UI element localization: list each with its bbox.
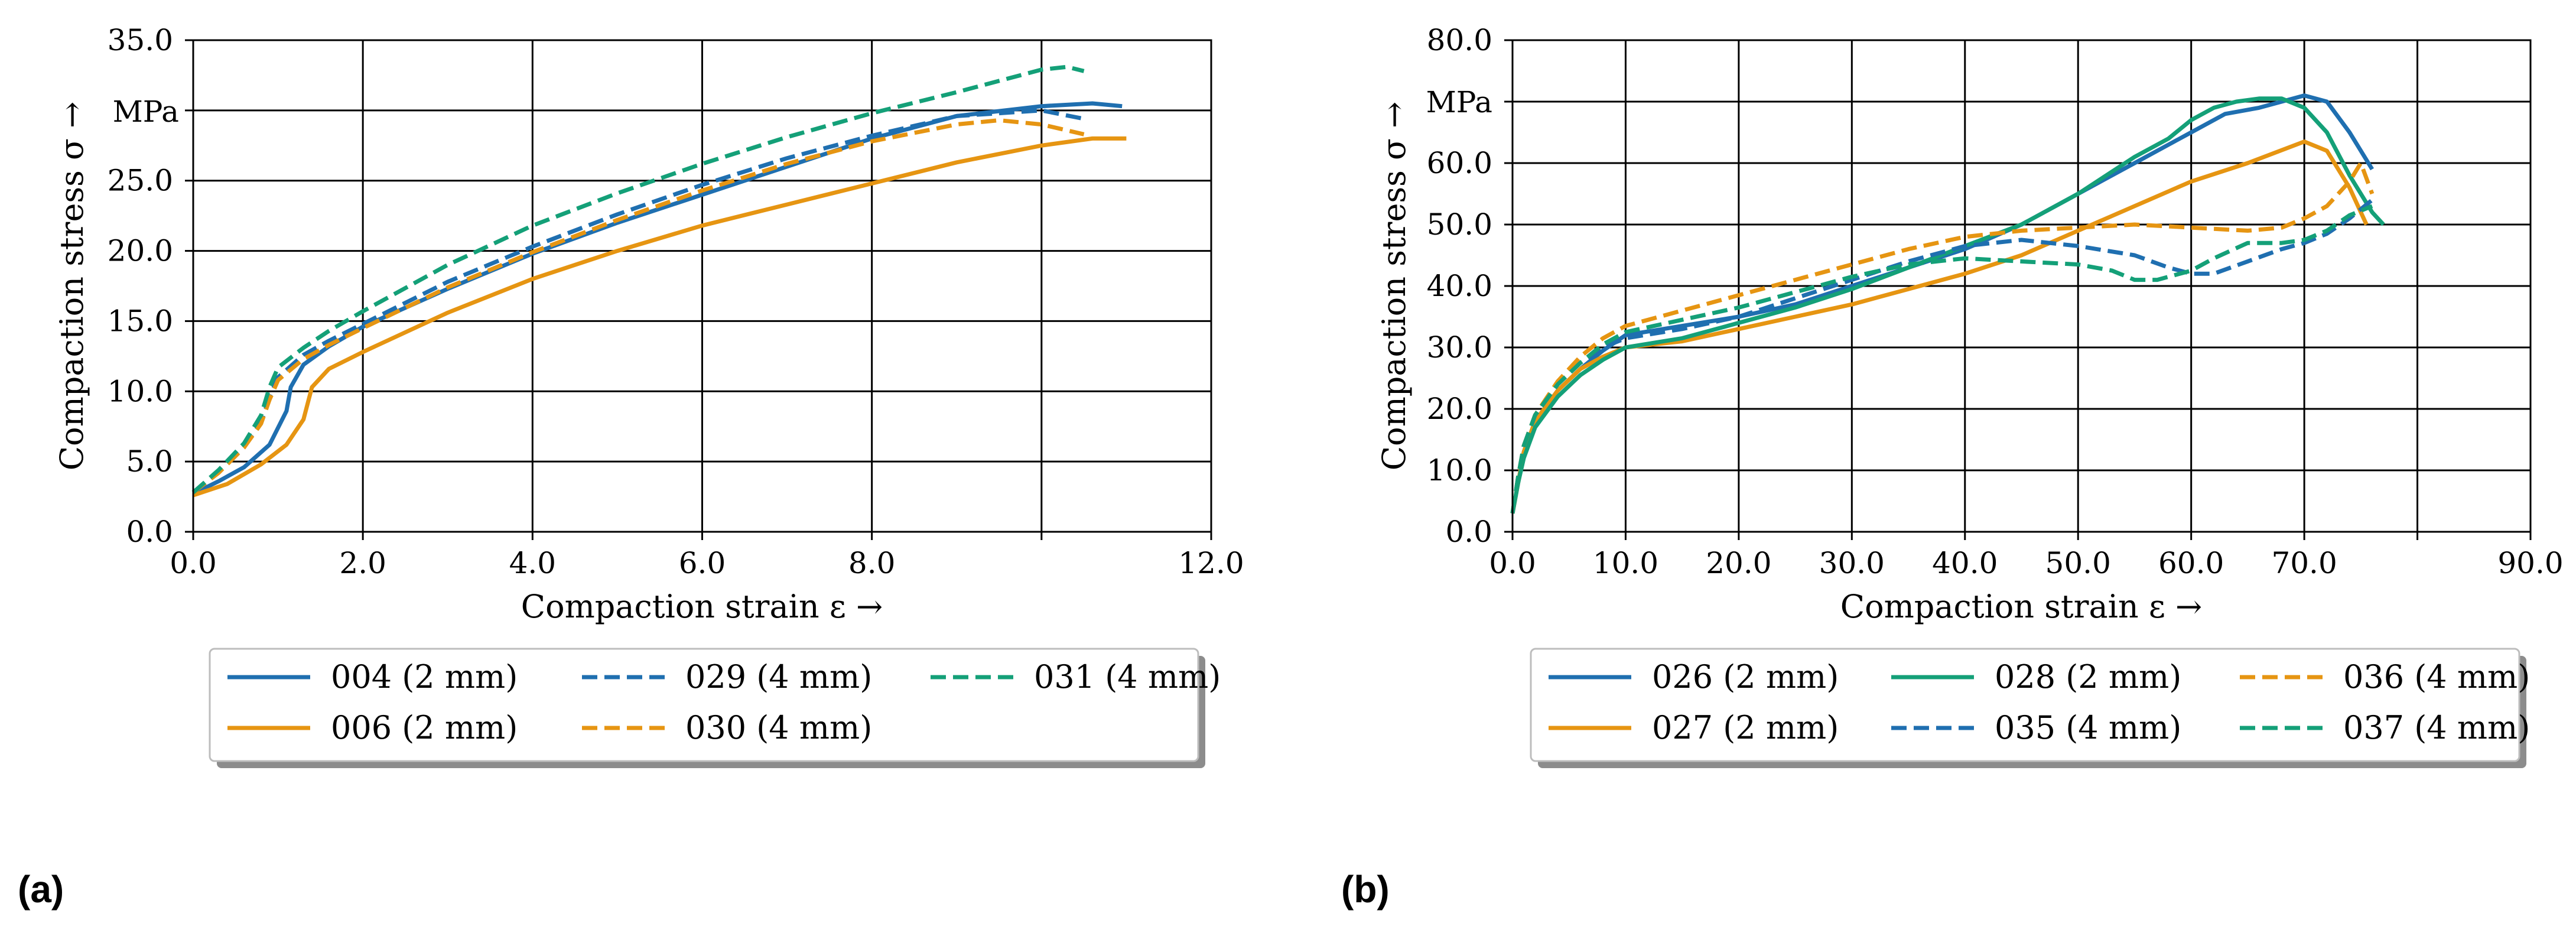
- tick-labels-b: 0.0 10.0 20.0 30.0 40.0 50.0 60.0 70.0 90.0 0.0 10…: [1427, 23, 2564, 580]
- yaxis-label-b: Compaction stress σ →: [1375, 102, 1413, 471]
- x-tick-label: 8.0: [848, 546, 896, 580]
- legend-label: 030 (4 mm): [685, 709, 872, 746]
- legend-label: 028 (2 mm): [1995, 658, 2181, 695]
- x-tick-label: 4.0: [509, 546, 557, 580]
- series-line-036: [1510, 161, 2375, 514]
- xaxis-label-a: Compaction strain ε →: [521, 588, 883, 625]
- x-tick-label: 6.0: [679, 546, 726, 580]
- y-tick-label: 80.0: [1427, 23, 1492, 57]
- yaxis-label-a: Compaction stress σ →: [53, 102, 90, 471]
- legend-b: 026 (2 mm) 027 (2 mm) 028 (2 mm) 035 (4 mm)…: [1530, 648, 2530, 768]
- chart-b: 0.0 10.0 20.0 30.0 40.0 50.0 60.0 70.0 90.0 0.0 10…: [1341, 23, 2564, 911]
- y-tick-label: 20.0: [108, 234, 173, 268]
- series-line-031: [191, 64, 1085, 495]
- y-tick-label: 0.0: [1445, 515, 1492, 549]
- y-tick-label: 10.0: [1427, 453, 1492, 487]
- y-tick-label: 50.0: [1427, 207, 1492, 242]
- legend-items-b: 026 (2 mm) 027 (2 mm) 028 (2 mm) 035 (4 mm)…: [1549, 658, 2530, 746]
- xaxis-label-b: Compaction strain ε →: [1840, 588, 2202, 625]
- y-tick-label: 0.0: [126, 515, 173, 549]
- panel-label-b: (b): [1341, 868, 1390, 911]
- series-lines-a: [191, 64, 1127, 498]
- x-tick-label: 20.0: [1706, 546, 1771, 580]
- grid-b: [1511, 39, 2532, 533]
- y-tick-label: 15.0: [108, 304, 173, 338]
- series-line-037: [1510, 204, 2373, 514]
- legend-label: 035 (4 mm): [1995, 709, 2181, 746]
- x-tick-label: 0.0: [1489, 546, 1536, 580]
- yunit-label-b: MPa: [1426, 85, 1492, 119]
- legend-label: 037 (4 mm): [2343, 709, 2530, 746]
- legend-label: 026 (2 mm): [1652, 658, 1839, 695]
- panel-label-a: (a): [18, 868, 64, 911]
- y-tick-label: 5.0: [126, 444, 173, 479]
- yunit-label-a: MPa: [113, 95, 179, 129]
- series-line-006: [192, 136, 1127, 498]
- series-lines-b: [1510, 93, 2385, 514]
- y-tick-label: 35.0: [108, 23, 173, 57]
- series-line-026: [1510, 93, 2374, 514]
- y-tick-label: 60.0: [1427, 146, 1492, 180]
- legend-label: 006 (2 mm): [331, 709, 518, 746]
- legend-label: 004 (2 mm): [331, 658, 518, 695]
- series-line-030: [191, 118, 1085, 495]
- x-tick-label: 40.0: [1932, 546, 1998, 580]
- legend-label: 036 (4 mm): [2343, 658, 2530, 695]
- legend-label: 031 (4 mm): [1034, 658, 1221, 695]
- y-tick-label: 20.0: [1427, 392, 1492, 426]
- series-line-027: [1510, 139, 2369, 514]
- legend-a: 004 (2 mm) 006 (2 mm) 029 (4 mm) 030 (4 mm)…: [209, 648, 1221, 768]
- x-tick-label: 90.0: [2497, 546, 2563, 580]
- grid-a: [192, 39, 1212, 533]
- x-tick-label: 0.0: [170, 546, 217, 580]
- x-tick-label: 30.0: [1819, 546, 1885, 580]
- legend-label: 029 (4 mm): [685, 658, 872, 695]
- chart-a: 0.0 2.0 4.0 6.0 8.0 12.0 0.0 5.0 10.0 15.0 20.0 25.…: [18, 23, 1244, 911]
- legend-items-a: 004 (2 mm) 006 (2 mm) 029 (4 mm) 030 (4 mm)…: [227, 658, 1221, 746]
- y-tick-label: 30.0: [1427, 330, 1492, 365]
- y-tick-label: 10.0: [108, 374, 173, 408]
- series-line-029: [191, 108, 1085, 495]
- series-line-004: [192, 101, 1123, 496]
- x-tick-label: 60.0: [2158, 546, 2224, 580]
- legend-box-a: [209, 648, 1199, 762]
- y-tick-label: 40.0: [1427, 269, 1492, 303]
- x-tick-label: 70.0: [2271, 546, 2337, 580]
- y-tick-label: 25.0: [108, 164, 173, 198]
- tick-labels-a: 0.0 2.0 4.0 6.0 8.0 12.0 0.0 5.0 10.0 15.0 20.0 25.…: [108, 23, 1244, 580]
- x-tick-label: 10.0: [1593, 546, 1658, 580]
- x-tick-label: 50.0: [2045, 546, 2111, 580]
- x-tick-label: 12.0: [1178, 546, 1244, 580]
- legend-label: 027 (2 mm): [1652, 709, 1839, 746]
- x-tick-label: 2.0: [339, 546, 386, 580]
